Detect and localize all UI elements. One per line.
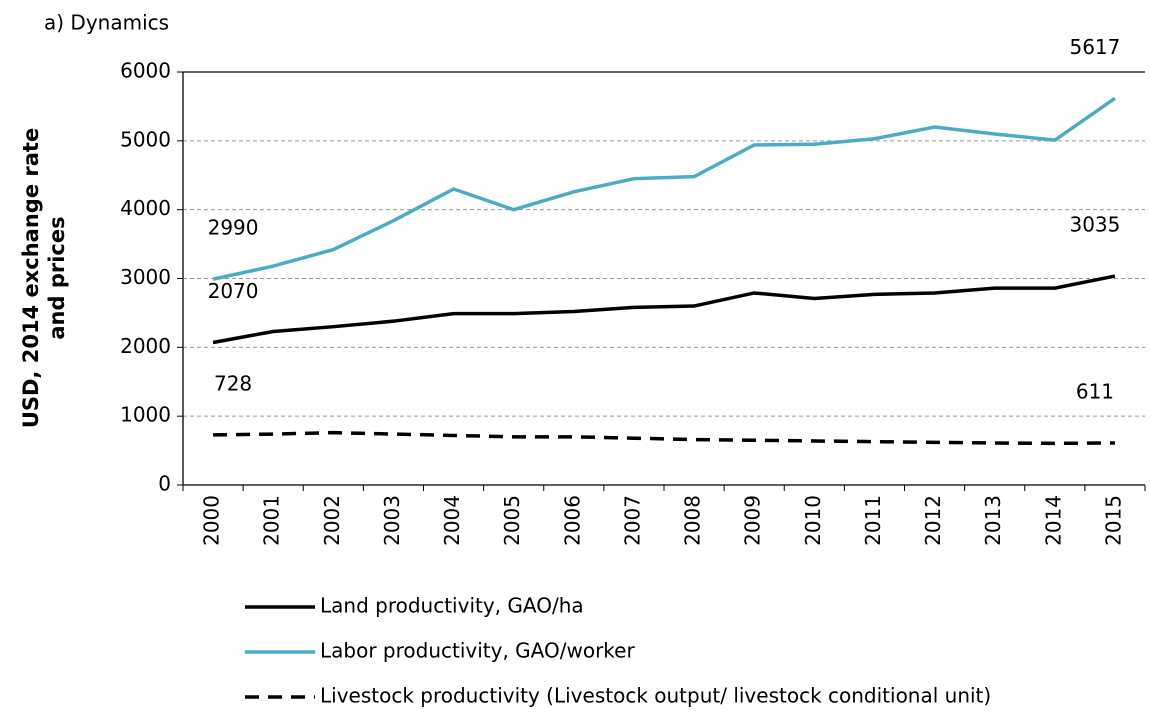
x-tick-label: 2014	[1041, 495, 1065, 546]
x-tick-label: 2009	[741, 495, 765, 546]
data-label: 3035	[1069, 213, 1120, 237]
x-tick-label: 2010	[801, 495, 825, 546]
x-tick-label: 2003	[380, 495, 404, 546]
legend-label: Labor productivity, GAO/worker	[320, 639, 635, 663]
x-tick-label: 2008	[681, 495, 705, 546]
x-tick-label: 2011	[861, 495, 885, 546]
y-tick-label: 1000	[120, 403, 171, 427]
y-axis-label: USD, 2014 exchange rate	[19, 128, 43, 428]
y-axis-label: and prices	[45, 216, 69, 339]
data-label: 611	[1076, 379, 1114, 403]
legend-label: Land productivity, GAO/ha	[320, 594, 584, 618]
x-tick-label: 2002	[320, 495, 344, 546]
data-line	[212, 96, 1116, 281]
data-label: 5617	[1069, 35, 1120, 59]
y-tick-label: 6000	[120, 59, 171, 83]
y-tick-label: 4000	[120, 196, 171, 220]
x-tick-label: 2001	[260, 495, 284, 546]
data-label: 728	[214, 371, 252, 395]
x-tick-label: 2007	[620, 495, 644, 546]
y-tick-label: 2000	[120, 334, 171, 358]
data-label: 2070	[208, 279, 259, 303]
legend-label: Livestock productivity (Livestock output…	[320, 684, 991, 708]
data-line	[212, 274, 1116, 345]
y-tick-label: 3000	[120, 265, 171, 289]
data-label: 2990	[208, 216, 259, 240]
x-tick-label: 2006	[560, 495, 584, 546]
y-tick-label: 0	[158, 472, 171, 496]
x-tick-label: 2004	[440, 495, 464, 546]
x-tick-label: 2012	[921, 495, 945, 546]
x-tick-label: 2005	[500, 495, 524, 546]
x-tick-label: 2013	[981, 495, 1005, 546]
data-line	[213, 430, 1115, 446]
x-tick-label: 2000	[200, 495, 224, 546]
chart-title: a) Dynamics	[44, 11, 169, 35]
x-tick-label: 2015	[1101, 495, 1125, 546]
y-tick-label: 5000	[120, 127, 171, 151]
